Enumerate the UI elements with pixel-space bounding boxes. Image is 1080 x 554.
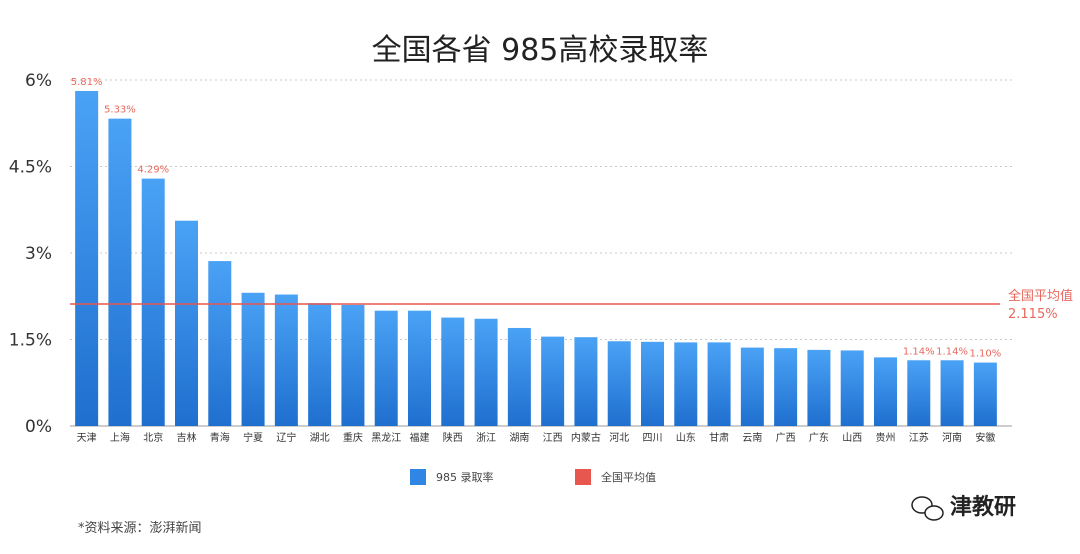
x-tick-label: 福建 bbox=[410, 431, 430, 444]
x-tick-label: 安徽 bbox=[975, 431, 995, 444]
x-tick-label: 北京 bbox=[143, 431, 163, 444]
average-value-label: 2.115% bbox=[1008, 307, 1058, 322]
x-tick-label: 山西 bbox=[842, 432, 862, 444]
x-tick-label: 上海 bbox=[110, 431, 130, 444]
x-tick-label: 浙江 bbox=[476, 432, 496, 444]
x-tick-label: 湖北 bbox=[310, 432, 330, 444]
average-line-group: 全国平均值 2.115% bbox=[70, 288, 1073, 322]
data-label: 1.14% bbox=[903, 346, 935, 357]
bar bbox=[807, 349, 831, 426]
x-tick-label: 广西 bbox=[776, 432, 796, 444]
bar bbox=[374, 310, 398, 426]
y-tick-label: 6% bbox=[25, 71, 52, 91]
x-tick-label: 山东 bbox=[676, 431, 696, 444]
wechat-icon bbox=[911, 496, 944, 521]
bar bbox=[341, 304, 365, 426]
bar bbox=[507, 327, 531, 426]
data-label: 5.81% bbox=[71, 77, 103, 88]
bar bbox=[707, 342, 731, 426]
bar bbox=[474, 318, 498, 426]
bar bbox=[607, 341, 631, 426]
x-tick-label: 甘肃 bbox=[709, 431, 729, 444]
y-tick-label: 4.5% bbox=[9, 158, 52, 178]
legend: 985 录取率 全国平均值 bbox=[410, 469, 656, 485]
data-labels: 5.81%5.33%4.29%1.14% 1.14% 1.10% bbox=[71, 77, 1001, 360]
x-tick-label: 宁夏 bbox=[243, 431, 263, 444]
bar bbox=[541, 336, 565, 426]
bar bbox=[75, 90, 99, 426]
legend-swatch-series bbox=[410, 469, 426, 485]
bar bbox=[274, 294, 298, 426]
x-tick-label: 贵州 bbox=[876, 431, 896, 444]
bar bbox=[940, 360, 964, 426]
y-axis: 0% 1.5% 3% 4.5% 6% bbox=[9, 71, 52, 437]
bar bbox=[574, 337, 598, 426]
x-tick-label: 江西 bbox=[543, 432, 563, 444]
y-tick-label: 0% bbox=[25, 417, 52, 437]
bar bbox=[774, 348, 798, 426]
x-tick-label: 黑龙江 bbox=[371, 431, 401, 444]
bar bbox=[641, 341, 664, 426]
x-tick-label: 四川 bbox=[643, 433, 663, 444]
bar bbox=[840, 350, 864, 426]
data-label: 4.29% bbox=[137, 165, 169, 176]
brand-name: 津教研 bbox=[950, 494, 1016, 520]
data-label: 1.10% bbox=[969, 349, 1001, 360]
x-tick-label: 云南 bbox=[742, 431, 762, 444]
legend-label-series: 985 录取率 bbox=[436, 470, 494, 484]
bar bbox=[208, 261, 232, 426]
legend-swatch-average bbox=[575, 469, 591, 485]
x-tick-label: 内蒙古 bbox=[571, 431, 601, 444]
x-axis: 天津 上海 北京 吉林 青海 宁夏 辽宁 湖北 重庆 黑龙江 福建 陕西 浙江 湖南 江西 内蒙古 河北 四川 山东… bbox=[77, 431, 996, 444]
legend-label-average: 全国平均值 bbox=[601, 470, 656, 484]
bar bbox=[108, 118, 132, 427]
bar bbox=[674, 342, 698, 426]
x-tick-label: 河南 bbox=[942, 431, 962, 444]
x-tick-label: 陕西 bbox=[443, 431, 463, 444]
x-tick-label: 青海 bbox=[210, 431, 230, 444]
bar bbox=[308, 303, 332, 426]
y-tick-label: 1.5% bbox=[9, 331, 52, 351]
average-label: 全国平均值 bbox=[1008, 288, 1073, 304]
x-tick-label: 重庆 bbox=[343, 431, 363, 444]
x-tick-label: 广东 bbox=[809, 431, 829, 444]
bar bbox=[973, 362, 997, 426]
bar bbox=[141, 178, 165, 426]
data-label: 5.33% bbox=[104, 105, 136, 116]
bar bbox=[907, 360, 931, 426]
x-tick-label: 吉林 bbox=[177, 431, 197, 444]
bar bbox=[740, 347, 764, 426]
x-tick-label: 河北 bbox=[609, 432, 629, 444]
bar bbox=[241, 292, 265, 426]
bars bbox=[75, 90, 997, 427]
x-tick-label: 湖南 bbox=[509, 431, 529, 444]
x-tick-label: 江苏 bbox=[909, 431, 929, 444]
bar bbox=[874, 357, 897, 426]
chart-title: 全国各省 985高校录取率 bbox=[372, 33, 709, 68]
bar bbox=[175, 220, 198, 426]
bar bbox=[408, 310, 431, 426]
x-tick-label: 辽宁 bbox=[276, 431, 296, 444]
bar bbox=[441, 317, 465, 426]
data-label: 1.14% bbox=[936, 346, 968, 357]
source-note: *资料来源：澎湃新闻 bbox=[78, 520, 202, 536]
y-tick-label: 3% bbox=[25, 244, 52, 264]
x-tick-label: 天津 bbox=[77, 432, 97, 444]
